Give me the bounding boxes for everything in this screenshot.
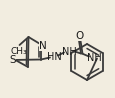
Text: S: S bbox=[9, 55, 15, 65]
Text: N: N bbox=[39, 40, 46, 50]
Text: O: O bbox=[75, 30, 83, 40]
Text: CH₃: CH₃ bbox=[10, 47, 27, 55]
Text: NH: NH bbox=[86, 53, 101, 63]
Text: HN: HN bbox=[46, 52, 61, 62]
Text: NH: NH bbox=[61, 46, 76, 57]
